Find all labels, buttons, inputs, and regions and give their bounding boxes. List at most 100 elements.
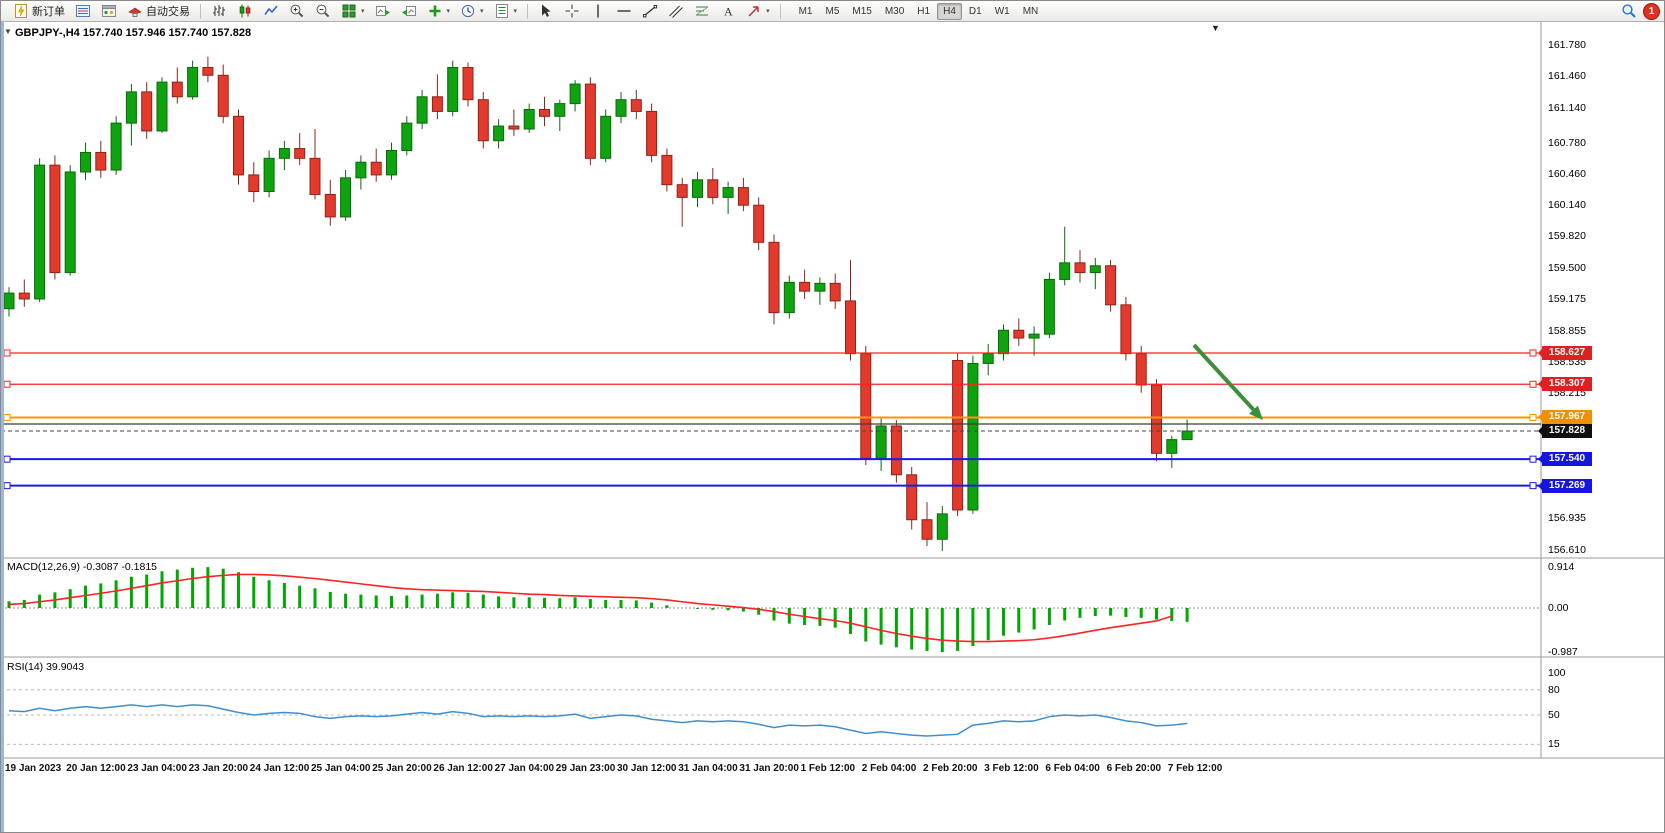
time-axis-label[interactable]: 24 Jan 12:00 <box>249 763 310 774</box>
time-axis-label[interactable]: 6 Feb 04:00 <box>1045 763 1100 774</box>
periods-button[interactable]: ▾ <box>456 3 488 20</box>
timeframe-group: M1 M5 M15 M30 H1 H4 D1 W1 MN <box>793 2 1045 20</box>
price-axis-label[interactable]: 158.855 <box>1548 324 1586 337</box>
new-order-icon <box>15 4 27 18</box>
price-axis-label[interactable]: 161.140 <box>1548 101 1586 114</box>
terminal-button[interactable] <box>97 3 121 20</box>
timeframe-h4[interactable]: H4 <box>937 2 962 20</box>
time-axis-label[interactable]: 23 Jan 20:00 <box>188 763 249 774</box>
tile-windows-icon <box>342 4 356 18</box>
symbol-ohlc-header: GBPJPY-,H4 157.740 157.946 157.740 157.8… <box>15 27 252 39</box>
one-click-trading-toggle[interactable]: ▼ <box>4 27 12 36</box>
cursor-button[interactable] <box>534 3 558 20</box>
time-axis-label[interactable]: 23 Jan 04:00 <box>127 763 187 774</box>
bar-chart-button[interactable] <box>207 3 231 20</box>
zoom-out-button[interactable] <box>311 3 335 20</box>
time-axis-label[interactable]: 27 Jan 04:00 <box>494 763 555 774</box>
candlestick-icon <box>239 4 251 18</box>
horizontal-line-icon <box>617 10 631 12</box>
text-tool[interactable]: A <box>716 3 740 20</box>
template-button[interactable]: ▾ <box>490 3 522 20</box>
autotrading-label: 自动交易 <box>146 6 190 18</box>
channel-tool[interactable] <box>664 3 688 20</box>
rsi-label: RSI(14) 39.9043 <box>7 661 85 673</box>
toolbar-right-group: 1 <box>1621 2 1660 20</box>
candlestick-button[interactable] <box>233 3 257 20</box>
time-axis-label[interactable]: 3 Feb 12:00 <box>984 763 1039 774</box>
time-axis-label[interactable]: 1 Feb 12:00 <box>800 763 856 774</box>
time-axis-label[interactable]: 29 Jan 23:00 <box>555 763 616 774</box>
rsi-axis-label: 15 <box>1548 738 1560 751</box>
autotrading-button[interactable]: 自动交易 <box>123 3 194 20</box>
auto-scroll-button[interactable] <box>371 3 395 20</box>
price-axis-label[interactable]: 161.460 <box>1548 70 1586 83</box>
time-axis-label[interactable]: 19 Jan 2023 <box>5 763 62 774</box>
line-chart-button[interactable] <box>259 3 283 20</box>
price-axis-label[interactable]: 156.610 <box>1548 544 1586 556</box>
toolbar-separator <box>527 3 529 19</box>
new-order-label: 新订单 <box>32 6 65 18</box>
chart-window: ▼ GBPJPY-,H4 157.740 157.946 157.740 157… <box>1 22 1665 833</box>
fibonacci-tool[interactable] <box>690 3 714 20</box>
time-axis-label[interactable]: 25 Jan 04:00 <box>311 763 371 774</box>
price-axis-label[interactable]: 161.780 <box>1548 39 1586 51</box>
macd-axis-label: 0.00 <box>1548 602 1569 614</box>
time-axis-label[interactable]: 30 Jan 12:00 <box>617 763 677 774</box>
line-chart-icon <box>264 5 278 15</box>
arrows-tool[interactable]: ▾ <box>742 3 774 20</box>
terminal-icon <box>102 5 116 17</box>
search-icon[interactable] <box>1621 3 1637 19</box>
market-watch-button[interactable] <box>71 3 95 20</box>
vertical-line-tool[interactable] <box>586 3 610 20</box>
zoom-in-button[interactable] <box>285 3 309 20</box>
time-axis-label[interactable]: 31 Jan 20:00 <box>739 763 799 774</box>
time-axis-label[interactable]: 2 Feb 20:00 <box>923 763 978 774</box>
price-axis-label[interactable]: 159.175 <box>1548 293 1586 306</box>
vertical-line-icon <box>597 4 599 18</box>
timeframe-m15[interactable]: M15 <box>852 5 872 17</box>
toolbar-separator <box>200 3 201 19</box>
macd-axis-label: -0.987 <box>1548 646 1578 659</box>
price-axis-label[interactable]: 159.820 <box>1548 230 1586 243</box>
new-order-button[interactable]: 新订单 <box>9 3 69 20</box>
cursor-icon <box>542 4 551 17</box>
trendline-tool[interactable] <box>638 3 662 20</box>
crosshair-button[interactable] <box>560 3 584 20</box>
toolbar: 新订单 自动交易 <box>1 1 1664 22</box>
zoom-out-icon <box>316 4 330 18</box>
timeframe-m30[interactable]: M30 <box>884 5 905 17</box>
autotrading-icon <box>128 7 142 17</box>
timeframe-m1[interactable]: M1 <box>798 5 813 17</box>
price-axis-label[interactable]: 159.500 <box>1548 261 1586 274</box>
zoom-in-icon <box>290 4 304 18</box>
time-axis-label[interactable]: 20 Jan 12:00 <box>66 763 126 774</box>
notification-badge[interactable]: 1 <box>1643 2 1660 20</box>
chart-shift-button[interactable] <box>397 3 421 20</box>
time-axis-label[interactable]: 7 Feb 12:00 <box>1167 763 1223 774</box>
tile-windows-button[interactable]: ▾ <box>337 3 369 20</box>
price-axis-label[interactable]: 160.140 <box>1548 199 1586 212</box>
add-indicator-icon <box>429 5 441 17</box>
macd-label: MACD(12,26,9) -0.3087 -0.1815 <box>7 561 157 573</box>
timeframe-h1[interactable]: H1 <box>917 5 931 17</box>
timeframe-w1[interactable]: W1 <box>994 5 1010 17</box>
time-axis-label[interactable]: 6 Feb 20:00 <box>1106 763 1162 774</box>
horizontal-line-tool[interactable] <box>612 3 636 20</box>
price-axis-label[interactable]: 160.780 <box>1548 136 1586 149</box>
time-axis-label[interactable]: 2 Feb 04:00 <box>861 763 917 774</box>
price-axis-label[interactable]: 160.460 <box>1548 167 1586 180</box>
time-axis-label[interactable]: 26 Jan 12:00 <box>433 763 493 774</box>
timeframe-d1[interactable]: D1 <box>968 5 982 17</box>
price-tag: 157.828 <box>1538 424 1592 439</box>
time-axis-label[interactable]: 25 Jan 20:00 <box>372 763 432 774</box>
time-axis-label[interactable]: 31 Jan 04:00 <box>678 763 738 774</box>
chart-shift-marker[interactable]: ▼ <box>1211 23 1220 33</box>
timeframe-m5[interactable]: M5 <box>825 5 840 17</box>
bar-chart-icon <box>213 5 225 16</box>
main-chart-canvas[interactable] <box>1 22 1665 833</box>
add-indicator-button[interactable]: ▾ <box>423 3 455 20</box>
price-axis-label[interactable]: 156.935 <box>1548 512 1586 525</box>
timeframe-mn[interactable]: MN <box>1022 5 1039 17</box>
window-edge <box>1 1 4 832</box>
